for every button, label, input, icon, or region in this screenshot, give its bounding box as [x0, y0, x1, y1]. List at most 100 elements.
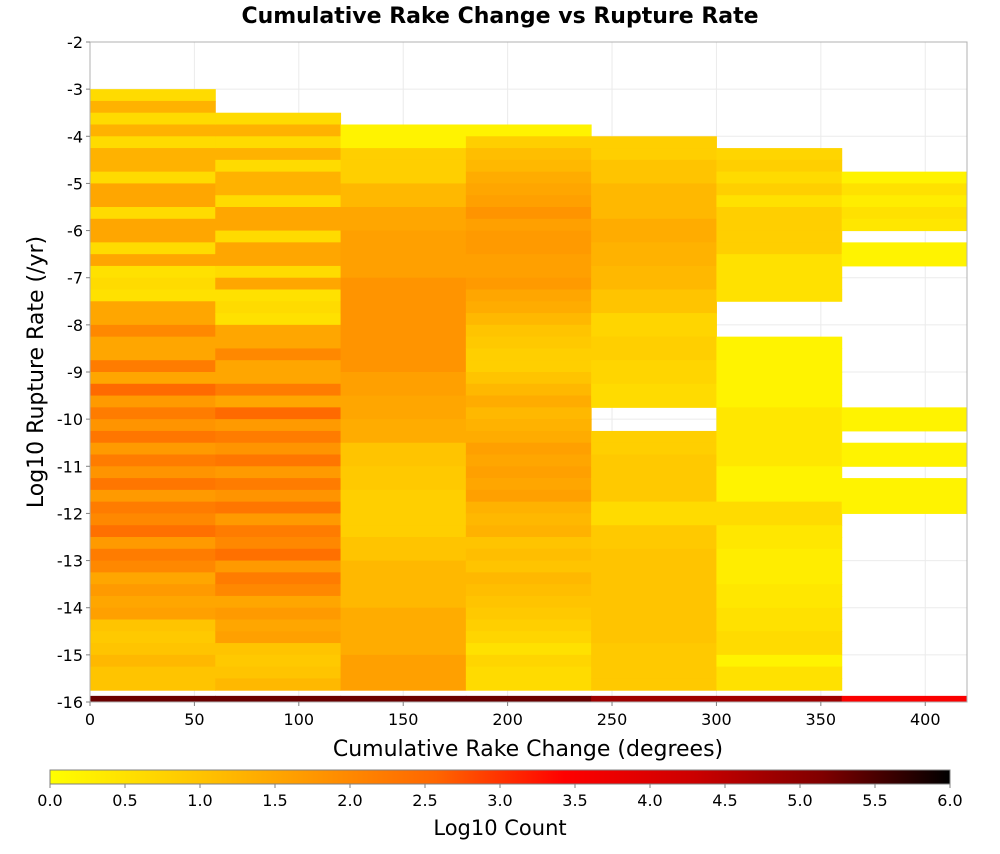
chart-title: Cumulative Rake Change vs Rupture Rate	[241, 4, 758, 29]
heatmap-cell	[841, 478, 968, 491]
heatmap-cell	[340, 324, 467, 338]
heatmap-cell	[465, 171, 592, 184]
heatmap-cell	[215, 372, 342, 385]
heatmap-cell	[465, 619, 592, 632]
heatmap-cell	[465, 265, 592, 279]
heatmap-cell	[215, 525, 342, 538]
heatmap-cell	[90, 537, 216, 550]
x-tick-label: 100	[284, 710, 315, 729]
heatmap-cell	[465, 136, 592, 149]
heatmap-cell	[340, 230, 467, 243]
heatmap-cell	[215, 501, 342, 514]
heatmap-cell	[716, 678, 843, 691]
heatmap-cell	[591, 336, 717, 349]
heatmap-cell	[591, 148, 717, 161]
heatmap-cell	[465, 195, 592, 208]
heatmap-cell	[215, 407, 342, 420]
heatmap-cell	[465, 537, 592, 550]
heatmap-cell	[215, 324, 342, 338]
heatmap-cell	[340, 631, 467, 644]
heatmap-cell	[716, 218, 843, 232]
heatmap-cell	[591, 289, 717, 302]
y-tick-label: -4	[67, 127, 83, 146]
heatmap-cell	[215, 383, 342, 397]
heatmap-cell	[716, 419, 843, 432]
heatmap-cell	[340, 218, 467, 232]
heatmap-cell	[90, 454, 216, 467]
heatmap-cell	[90, 136, 216, 149]
heatmap-cell	[215, 254, 342, 267]
heatmap-cell	[716, 560, 843, 573]
y-tick-label: -9	[67, 363, 83, 382]
heatmap-cell	[340, 525, 467, 538]
colorbar-tick-label: 6.0	[937, 791, 962, 810]
heatmap-cell	[591, 537, 717, 550]
heatmap-cell	[340, 595, 467, 609]
heatmap-cell	[340, 277, 467, 290]
heatmap-cell	[340, 148, 467, 161]
heatmap-cell	[465, 242, 592, 255]
heatmap-cell	[465, 548, 592, 562]
heatmap-cell	[340, 383, 467, 397]
heatmap-cell	[215, 631, 342, 644]
colorbar-tick-label: 2.5	[412, 791, 437, 810]
heatmap-cell-bottom	[215, 695, 342, 702]
heatmap-cell	[465, 148, 592, 161]
heatmap-cell	[591, 171, 717, 184]
heatmap-cell	[340, 513, 467, 526]
heatmap-cell	[215, 537, 342, 550]
heatmap-cell	[90, 430, 216, 444]
heatmap-cell	[215, 348, 342, 361]
heatmap-cell	[591, 242, 717, 255]
heatmap-cell	[215, 442, 342, 455]
heatmap-cell	[340, 124, 467, 137]
y-axis-label: Log10 Rupture Rate (/yr)	[24, 236, 49, 508]
heatmap-cell	[591, 324, 717, 338]
colorbar-tick-label: 2.0	[337, 791, 362, 810]
heatmap-cell	[215, 595, 342, 609]
heatmap-cell	[215, 513, 342, 526]
heatmap-cell	[716, 430, 843, 444]
heatmap-cell	[465, 666, 592, 679]
heatmap-cell-bottom	[90, 695, 216, 702]
heatmap-cell	[591, 360, 717, 373]
x-tick-label: 150	[388, 710, 419, 729]
heatmap-cell	[340, 171, 467, 184]
y-tick-label: -10	[57, 410, 83, 429]
y-axis-ticks: -2 -3 -4 -5 -6 -7 -8 -9 -10 -11 -12 -13 -14 -15 -16	[57, 33, 90, 712]
heatmap-cell	[215, 159, 342, 173]
colorbar-tick-label: 0.0	[37, 791, 62, 810]
heatmap-cell	[340, 607, 467, 620]
x-axis-label: Cumulative Rake Change (degrees)	[333, 737, 723, 762]
heatmap-cell	[591, 466, 717, 479]
heatmap-cell	[716, 360, 843, 373]
heatmap-cell	[591, 230, 717, 243]
heatmap-cell	[465, 466, 592, 479]
heatmap-cell	[340, 348, 467, 361]
heatmap-cell	[841, 501, 968, 514]
heatmap-cell	[340, 183, 467, 196]
heatmap-cell	[465, 560, 592, 573]
heatmap-cell	[340, 195, 467, 208]
heatmap-cell	[215, 207, 342, 220]
heatmap-cell	[215, 666, 342, 679]
heatmap-cell	[90, 100, 216, 114]
heatmap-cell	[215, 619, 342, 632]
heatmap-cell	[465, 454, 592, 467]
heatmap-cell	[465, 525, 592, 538]
heatmap-cell	[215, 136, 342, 149]
heatmap-cell	[716, 195, 843, 208]
heatmap-cell	[90, 89, 216, 102]
y-tick-label: -8	[67, 316, 83, 335]
heatmap-cell	[90, 595, 216, 609]
heatmap-cell	[90, 195, 216, 208]
heatmap-cell	[90, 643, 216, 656]
heatmap-cell	[591, 159, 717, 173]
heatmap-cell	[716, 383, 843, 397]
heatmap-cell	[215, 466, 342, 479]
heatmap-cell	[465, 654, 592, 668]
heatmap-cell	[215, 218, 342, 232]
heatmap-cell	[465, 324, 592, 338]
colorbar-label: Log10 Count	[433, 816, 566, 840]
